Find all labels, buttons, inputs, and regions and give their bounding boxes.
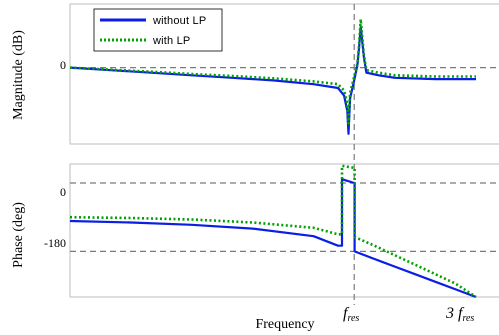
phase-panel: 0 -180 Phase (deg) fres 3 fres Frequency (11, 163, 499, 332)
phase-plot-area (69, 163, 499, 298)
magnitude-series-with-lp (69, 18, 476, 125)
legend-box (93, 8, 223, 52)
xtick-fres-main: f (343, 305, 350, 322)
legend-label-without-lp: without LP (152, 15, 206, 27)
xtick-3fres-subscript: res (462, 313, 474, 324)
phase-series-with-lp (69, 164, 477, 299)
magnitude-ytick-0: 0 (60, 58, 66, 72)
magnitude-series (69, 18, 476, 135)
legend-label-with-lp: with LP (152, 35, 190, 47)
magnitude-panel: 0 Magnitude (dB) without LP with LP (11, 3, 499, 164)
xtick-fres-subscript: res (347, 313, 359, 324)
xlabel: Frequency (255, 317, 314, 332)
legend: without LP with LP (93, 8, 223, 52)
phase-series (69, 164, 477, 299)
phase-ylabel: Phase (deg) (11, 202, 26, 268)
xtick-fres: fres (343, 305, 359, 324)
xtick-3fres: 3 fres (445, 305, 474, 324)
phase-ytick-0: 0 (60, 185, 66, 199)
magnitude-ylabel: Magnitude (dB) (11, 30, 26, 120)
phase-ytick-neg180: -180 (44, 236, 66, 250)
xtick-3fres-main: 3 f (445, 305, 465, 322)
